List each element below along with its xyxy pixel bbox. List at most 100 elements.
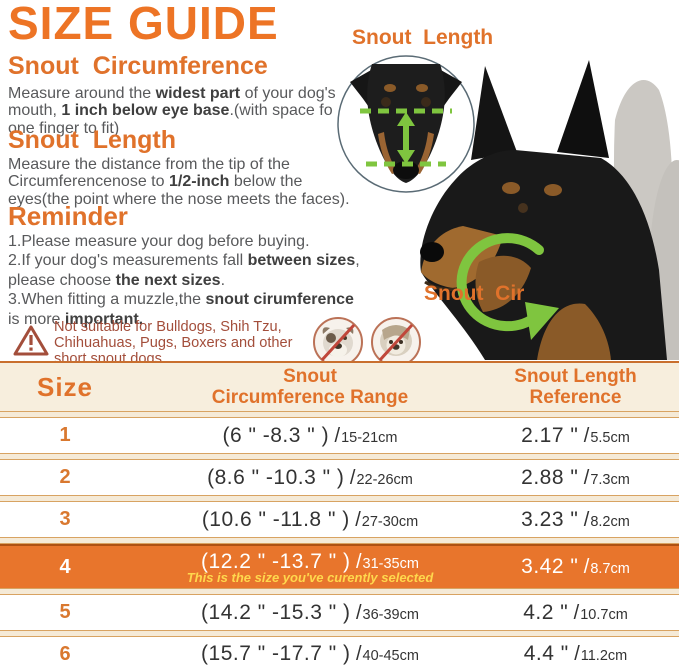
circumference-value: (10.6 " -11.8 " ) /27-30cm	[130, 508, 490, 532]
size-row-1: 1 (6 " -8.3 " ) /15-21cm 2.17 " /5.5cm	[0, 418, 679, 453]
size-value: 6	[59, 642, 71, 665]
size-value: 5	[59, 601, 71, 623]
circ-cm: 36-39cm	[362, 606, 419, 623]
circumference-value: (12.2 " -13.7 " ) /31-35cm This is the s…	[130, 550, 490, 584]
circumference-value: (15.7 " -17.7 " ) /40-45cm	[130, 642, 490, 666]
row-separator	[0, 495, 679, 502]
slash: /	[355, 508, 361, 531]
circ-cm: 40-45cm	[362, 648, 419, 664]
circ-cm: 15-21cm	[341, 429, 398, 446]
text-segment: Measure the distance from the tip of the…	[8, 156, 290, 191]
no-shihtzu-icon	[371, 317, 421, 367]
slash: /	[349, 466, 356, 489]
len-cm: 7.3cm	[590, 471, 630, 488]
slash: /	[334, 424, 341, 447]
size-row-4-selected: 4 (12.2 " -13.7 " ) /31-35cm This is the…	[0, 544, 679, 588]
len-cm: 10.7cm	[580, 606, 628, 623]
circumference-value: (8.6 " -10.3 " ) /22-26cm	[130, 466, 490, 490]
size-value: 3	[59, 508, 71, 530]
slash: /	[574, 643, 580, 665]
no-bulldog-icon	[313, 317, 363, 367]
reminder-item-3: 3.When fitting a muzzle,the snout cirumf…	[8, 290, 360, 329]
row-separator	[0, 537, 679, 544]
text-segment-bold: important.	[64, 310, 144, 328]
size-row-6: 6 (15.7 " -17.7 " ) /40-45cm 4.4 " /11.2…	[0, 637, 679, 670]
heading-reminder: Reminder	[8, 201, 128, 231]
header-circumference: Snout Circumference Range	[130, 366, 490, 408]
size-value: 4	[59, 555, 71, 578]
size-value: 2	[59, 466, 71, 488]
text-segment-bold: 1/2-inch	[168, 173, 230, 191]
len-inches: 2.88 "	[521, 465, 579, 489]
page-title: SIZE GUIDE	[8, 0, 279, 49]
snout-length-label: Snout Length	[352, 26, 494, 49]
size-row-2: 2 (8.6 " -10.3 " ) /22-26cm 2.88 " /7.3c…	[0, 460, 679, 495]
reminder-item-1: 1.Please measure your dog before buying.	[8, 232, 360, 251]
header-length-line1: Snout Length	[514, 366, 637, 387]
text-segment: 3.When fitting a muzzle,the	[8, 291, 206, 309]
text-segment: of your dog's mouth,	[8, 85, 336, 120]
selected-size-note: This is the size you've curently selecte…	[186, 570, 434, 585]
text-segment: below the eyes(the point where the nose …	[8, 173, 350, 208]
len-inches: 4.2 "	[523, 600, 569, 624]
text-segment: .	[220, 271, 226, 289]
dog-head-photo	[420, 60, 679, 360]
len-cm: 11.2cm	[580, 648, 628, 664]
row-separator	[0, 453, 679, 460]
snout-length-description: Measure the distance from the tip of the…	[8, 156, 356, 208]
circ-cm: 31-35cm	[362, 556, 419, 572]
reminder-list: 1.Please measure your dog before buying.…	[8, 232, 360, 329]
snout-circumference-description: Measure around the widest part of your d…	[8, 85, 350, 137]
length-value: 3.23 " /8.2cm	[490, 508, 679, 532]
circ-inches: (14.2 " -15.3 " )	[201, 600, 351, 624]
circ-inches: (10.6 " -11.8 " )	[201, 507, 350, 531]
size-row-5: 5 (14.2 " -15.3 " ) /36-39cm 4.2 " /10.7…	[0, 595, 679, 630]
row-separator	[0, 588, 679, 595]
snout-length-measure-lines	[360, 108, 452, 167]
size-row-3: 3 (10.6 " -11.8 " ) /27-30cm 3.23 " /8.2…	[0, 502, 679, 537]
warning-text: Not suitable for Bulldogs, Shih Tzu, Chi…	[54, 319, 293, 367]
header-circumference-line2: Circumference Range	[211, 387, 409, 408]
snout-circumference-arrow-icon	[456, 233, 559, 340]
text-segment: Measure around the	[8, 85, 156, 102]
text-segment: is more	[8, 310, 65, 328]
circumference-value: (6 " -8.3 " ) /15-21cm	[130, 424, 490, 448]
size-table: Size Snout Circumference Range Snout Len…	[0, 361, 679, 670]
len-inches: 2.17 "	[521, 423, 579, 447]
text-segment: 2.If your dog's measurements fall	[8, 252, 248, 270]
circ-cm: 22-26cm	[356, 471, 413, 488]
slash: /	[583, 556, 590, 578]
header-circumference-line1: Snout	[283, 366, 337, 387]
slash: /	[355, 643, 362, 665]
circumference-value: (14.2 " -15.3 " ) /36-39cm	[130, 601, 490, 625]
length-value: 4.2 " /10.7cm	[490, 601, 679, 625]
text-segment-bold: 1 inch below eye base	[61, 102, 230, 120]
len-inches: 3.42 "	[521, 555, 579, 578]
text-segment: , please choose	[8, 252, 360, 289]
heading-snout-circumference: Snout Circumference	[8, 52, 268, 80]
header-length: Snout Length Reference	[490, 366, 679, 408]
len-inches: 3.23 "	[521, 507, 579, 531]
len-cm: 5.5cm	[590, 429, 630, 446]
header-length-line2: Reference	[529, 387, 622, 408]
text-segment-bold: widest part	[155, 85, 241, 102]
not-suitable-warning: Not suitable for Bulldogs, Shih Tzu, Chi…	[12, 317, 667, 368]
slash: /	[573, 601, 580, 624]
length-value: 2.88 " /7.3cm	[490, 466, 679, 490]
text-segment-bold: snout cirumference	[205, 291, 354, 309]
heading-snout-length: Snout Length	[8, 126, 177, 154]
circ-inches: (15.7 " -17.7 " )	[201, 642, 351, 665]
slash: /	[583, 424, 590, 447]
text-segment: .(with space fo one finger to fit)	[8, 102, 333, 137]
circ-inches: (12.2 " -13.7 " )	[201, 550, 351, 573]
len-cm: 8.2cm	[590, 513, 630, 530]
reminder-item-2: 2.If your dog's measurements fall betwee…	[8, 251, 360, 290]
size-table-header: Size Snout Circumference Range Snout Len…	[0, 363, 679, 411]
slash: /	[355, 601, 362, 624]
length-value: 2.17 " /5.5cm	[490, 424, 679, 448]
slash: /	[583, 466, 590, 489]
circ-inches: (8.6 " -10.3 " )	[207, 465, 345, 489]
len-inches: 4.4 "	[523, 642, 569, 665]
circ-cm: 27-30cm	[361, 513, 419, 530]
